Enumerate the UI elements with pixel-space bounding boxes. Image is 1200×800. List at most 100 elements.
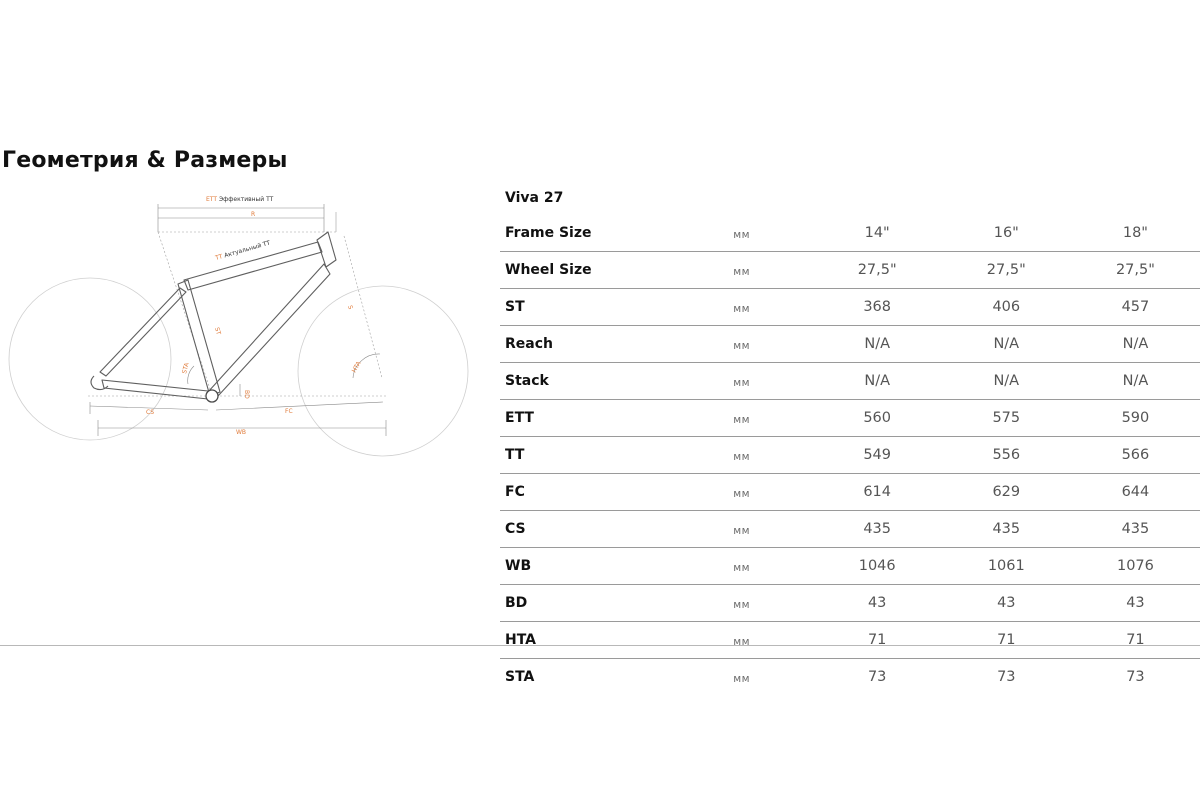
table-row: WB мм 1046 1061 1076 [500,547,1200,585]
row-value: 71 [812,621,942,659]
row-value: 43 [941,584,1071,622]
row-param: WB [500,547,734,585]
row-param: BD [500,584,734,622]
row-unit: мм [733,584,813,622]
svg-text:TT Актуальный TT: TT Актуальный TT [214,239,272,262]
row-value: 435 [941,510,1071,548]
row-value: 435 [812,510,942,548]
row-value: 73 [1126,668,1145,685]
page-title: Геометрия & Размеры [2,148,288,173]
sta-label: STA [181,361,191,374]
row-param: Wheel Size [500,251,734,289]
row-param: STA [505,668,535,685]
geometry-table: Frame Size мм 14" 16" 18" Wheel Size мм 27… [500,215,1200,694]
row-unit: мм [733,436,813,474]
seat-stay [99,287,187,377]
row-param: Stack [500,362,734,400]
header-unit: мм [733,215,813,252]
row-value: 71 [941,621,1071,659]
row-value: 406 [941,288,1071,326]
row-unit: мм [733,672,751,685]
row-value: 1076 [1070,547,1200,585]
row-unit: мм [733,325,813,363]
tt-text-label: Актуальный TT [223,239,271,259]
row-value: N/A [1070,325,1200,363]
row-value: 435 [1070,510,1200,548]
table-row: STA мм 73 73 73 [500,659,1200,695]
header-size-14: 14" [812,215,942,252]
row-value: 644 [1070,473,1200,511]
row-param: CS [500,510,734,548]
row-param: FC [500,473,734,511]
row-value: 73 [867,668,887,685]
row-param: TT [500,436,734,474]
table-row: CS мм 435 435 435 [500,510,1200,548]
row-value: 575 [941,399,1071,437]
row-value: 27,5" [941,251,1071,289]
row-unit: мм [733,251,813,289]
table-row: Reach мм N/A N/A N/A [500,325,1200,363]
table-row: Wheel Size мм 27,5" 27,5" 27,5" [500,251,1200,289]
row-param: ETT [500,399,734,437]
row-param: ST [500,288,734,326]
row-value: 556 [941,436,1071,474]
top-tube [183,241,323,291]
row-value: 71 [1070,621,1200,659]
row-value: 73 [997,668,1016,685]
tt-abbr-label: TT [214,253,224,262]
row-value: 457 [1070,288,1200,326]
row-value: 27,5" [812,251,942,289]
row-value: 368 [812,288,942,326]
row-value: 43 [812,584,942,622]
row-value: 614 [812,473,942,511]
dropout [90,375,109,391]
table-row: FC мм 614 629 644 [500,473,1200,511]
front-wheel [297,285,469,457]
row-unit: мм [733,547,813,585]
table-row: ST мм 368 406 457 [500,288,1200,326]
row-param: HTA [500,621,734,659]
rear-wheel [8,277,172,441]
hta-label: HTA [351,359,363,374]
header-size-18: 18" [1070,215,1200,252]
bd-label: BD [243,390,250,399]
row-value: 629 [941,473,1071,511]
row-unit: мм [733,362,813,400]
row-value: 1046 [812,547,942,585]
row-value: 1061 [941,547,1071,585]
bike-geometry-diagram: ETT Эффективный TT R TT Актуальный TT ST… [8,188,478,470]
row-value: N/A [1070,362,1200,400]
table-row: ETT мм 560 575 590 [500,399,1200,437]
wb-label: WB [236,429,246,436]
table-row: HTA мм 71 71 71 [500,621,1200,659]
row-value: N/A [812,325,942,363]
row-value: N/A [941,362,1071,400]
row-unit: мм [733,288,813,326]
header-param: Frame Size [500,215,734,252]
row-value: 43 [1070,584,1200,622]
bottom-bracket [205,389,219,403]
header-size-16: 16" [941,215,1071,252]
s-label: S [346,305,354,311]
table-bottom-divider [0,645,1200,646]
row-unit: мм [733,510,813,548]
table-header-row: Frame Size мм 14" 16" 18" [500,215,1200,252]
down-tube [207,263,331,397]
table-row: BD мм 43 43 43 [500,584,1200,622]
row-value: 560 [812,399,942,437]
row-value: 590 [1070,399,1200,437]
row-value: N/A [941,325,1071,363]
row-param: Reach [500,325,734,363]
svg-text:ETT Эффективный TT: ETT Эффективный TT [206,196,274,203]
row-value: N/A [812,362,942,400]
st-label: ST [213,327,222,336]
cs-label: CS [146,409,154,416]
model-title: Viva 27 [505,190,564,206]
table-row: TT мм 549 556 566 [500,436,1200,474]
fc-label: FC [285,408,293,415]
row-value: 27,5" [1070,251,1200,289]
seat-tube [177,279,221,397]
row-value: 566 [1070,436,1200,474]
ett-text-label: Эффективный TT [219,196,274,203]
row-value: 549 [812,436,942,474]
